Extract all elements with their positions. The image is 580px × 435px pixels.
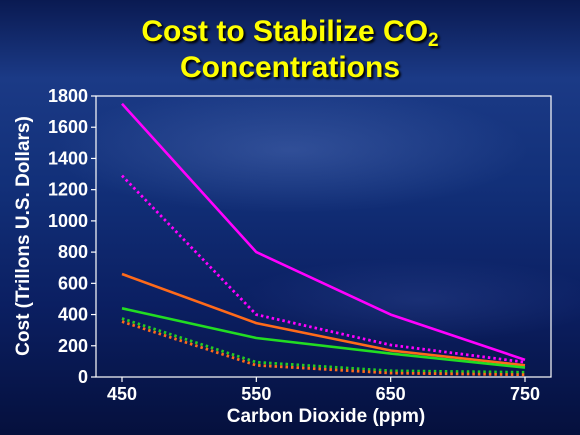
y-tick-label: 200 <box>58 336 88 356</box>
chart-title-line2: Concentrations <box>179 51 401 84</box>
y-tick-label: 1400 <box>48 148 88 168</box>
y-tick-label: 1000 <box>48 211 88 231</box>
y-tick-label: 1800 <box>48 86 88 106</box>
series-layer <box>120 102 526 377</box>
y-axis-label: Cost (Trillons U.S. Dollars) <box>13 116 34 356</box>
series-line-3 <box>121 272 526 367</box>
y-axis-ticks: 0 200 400 600 800 1000 1200 1400 1600 1800 <box>48 86 96 387</box>
series-line-1 <box>121 102 526 362</box>
x-tick-label: 650 <box>376 384 406 404</box>
plot-area <box>95 95 552 378</box>
series-line-6 <box>121 320 526 377</box>
chart-title-line1: Cost to Stabilize CO2 <box>0 14 580 50</box>
x-tick-label: 550 <box>241 384 271 404</box>
series-line-4 <box>121 307 526 369</box>
x-tick-label: 450 <box>107 384 137 404</box>
y-tick-label: 1600 <box>48 117 88 137</box>
y-tick-label: 1200 <box>48 180 88 200</box>
x-axis-label: Carbon Dioxide (ppm) <box>227 406 425 427</box>
plot-frame <box>95 95 552 378</box>
y-tick-label: 0 <box>78 367 88 387</box>
y-tick-label: 800 <box>58 242 88 262</box>
y-tick-label: 600 <box>58 273 88 293</box>
chart-title-text: Cost to Stabilize CO <box>141 15 429 48</box>
x-axis-ticks: 450 550 650 750 <box>107 377 540 404</box>
x-tick-label: 750 <box>510 384 540 404</box>
y-tick-label: 400 <box>58 305 88 325</box>
series-line-5 <box>121 317 526 374</box>
chart-title: Cost to Stabilize CO2 Concentrations <box>0 14 580 86</box>
chart-title-subscript: 2 <box>428 30 439 51</box>
series-line-2 <box>120 174 526 364</box>
